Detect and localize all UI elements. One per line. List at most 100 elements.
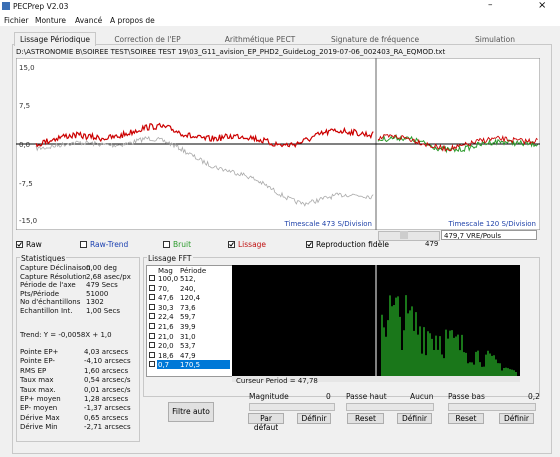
row-checkbox[interactable] <box>149 332 155 339</box>
close-button[interactable]: × <box>538 0 547 11</box>
scroll-value: 479 <box>425 240 439 248</box>
checkbox-label: Raw <box>26 240 42 249</box>
mag: 18,6 <box>158 351 174 360</box>
period: 31,0 <box>180 332 196 341</box>
y-label: -7,5 <box>19 180 33 188</box>
stat-label: Dérive Min <box>20 423 58 432</box>
y-label: -15,0 <box>19 217 37 225</box>
selected-row[interactable] <box>157 360 230 370</box>
checkbox[interactable] <box>16 241 23 248</box>
mag: 0,7 <box>158 361 170 370</box>
value: 0,2 <box>528 392 540 401</box>
menu-item[interactable]: A propos de <box>110 16 155 25</box>
row-checkbox[interactable] <box>149 284 155 291</box>
mag: 21,0 <box>158 332 174 341</box>
timescale-label: Timescale 473 S/Division <box>283 220 372 228</box>
row-checkbox[interactable] <box>149 361 155 368</box>
mag: 100,0 <box>158 275 179 283</box>
menu-bar <box>0 13 560 26</box>
period: 120,4 <box>180 294 201 303</box>
period: 39,9 <box>180 323 196 331</box>
slider[interactable] <box>448 403 536 411</box>
row-checkbox[interactable] <box>149 323 155 329</box>
guide-plot: 15,0 7,5 0,0 -7,5 -15,0 Timescale 473 S/… <box>16 58 540 230</box>
set-button[interactable]: Définir <box>297 413 331 424</box>
trend: Trend: Y = -0,0058X + 1,0 <box>20 331 112 339</box>
default-button[interactable]: Par défaut <box>248 413 284 432</box>
stat-value: 479 Secs <box>86 281 118 290</box>
menu-item[interactable]: Avancé <box>75 16 103 25</box>
row-checkbox[interactable] <box>149 313 155 320</box>
scroll-thumb[interactable] <box>400 231 408 239</box>
y-label: 15,0 <box>19 64 35 72</box>
checkbox-label: Bruit <box>173 240 192 249</box>
stat-label: EP- moyen <box>20 404 58 413</box>
tab[interactable]: Correction de l'EP <box>114 35 181 44</box>
stat-value: 0,65 arcsecs <box>84 413 129 422</box>
label: Passe bas <box>448 392 485 401</box>
tab[interactable]: Signature de fréquence <box>330 35 420 44</box>
stats-group <box>16 257 140 442</box>
stat-label: Dérive Max <box>20 413 60 422</box>
checkbox[interactable] <box>80 241 87 248</box>
smooth-curve <box>377 134 538 152</box>
stat-label: Taux max. <box>20 385 56 394</box>
checkbox-label: Lissage <box>238 240 267 249</box>
minimize-button[interactable]: – <box>488 0 493 10</box>
stat-value: -1,37 arcsecs <box>84 404 131 413</box>
label: Passe haut <box>346 392 387 401</box>
stat-value: 0,01 arcsec/s <box>84 385 131 394</box>
auto-filter-button[interactable]: Filtre auto <box>168 402 214 422</box>
row-checkbox[interactable] <box>149 303 155 310</box>
scrollbar[interactable] <box>232 376 520 382</box>
cursor-period: Curseur Period = 47,78 <box>236 377 318 385</box>
value: Aucun <box>410 392 434 401</box>
menu-item[interactable]: Monture <box>35 16 67 25</box>
checkbox[interactable] <box>163 241 170 248</box>
reset-button[interactable]: Reset <box>347 413 384 424</box>
app-icon <box>2 2 10 10</box>
checkbox[interactable] <box>228 241 235 248</box>
menu-item[interactable]: Fichier <box>4 16 29 25</box>
dropdown[interactable]: 479,7 VRE/Pouls <box>441 230 537 240</box>
value: 0 <box>326 392 331 401</box>
period: 512, <box>180 275 196 283</box>
smooth-curve <box>35 122 374 148</box>
stat-label: Pointe EP+ <box>20 348 59 356</box>
row-checkbox[interactable] <box>149 275 155 281</box>
window-title: PECPrep V2.03 <box>13 2 69 11</box>
checkbox[interactable] <box>306 241 313 248</box>
set-button[interactable]: Définir <box>499 413 534 424</box>
y-label: 0,0 <box>19 141 30 149</box>
reset-button[interactable]: Reset <box>448 413 484 424</box>
mag: 47,6 <box>158 294 174 303</box>
fft-group <box>143 257 540 397</box>
row-checkbox[interactable] <box>149 294 155 301</box>
tab[interactable]: Arithmétique PECT <box>224 35 296 44</box>
timescale-label: Timescale 120 S/Division <box>447 220 536 228</box>
stat-value: 2,68 asec/px <box>86 272 131 281</box>
checkbox-label: Raw-Trend <box>90 240 129 249</box>
row-checkbox[interactable] <box>149 351 155 358</box>
stat-value: 1,00 Secs <box>86 307 121 315</box>
stat-label: No d'échantillons <box>20 298 81 307</box>
stat-value: 4,03 arcsecs <box>84 348 129 356</box>
stat-label: Taux max <box>20 376 54 385</box>
stat-label: Echantillon Int. <box>20 307 73 315</box>
period: 73,6 <box>180 303 196 312</box>
stat-label: Période de l'axe <box>20 281 76 290</box>
period: 47,9 <box>180 351 196 360</box>
stat-label: Capture Résolution <box>20 272 87 281</box>
slider[interactable] <box>249 403 335 411</box>
tab[interactable]: Simulation <box>475 35 515 44</box>
mag: 22,4 <box>158 313 174 322</box>
scrollbar[interactable] <box>378 231 440 241</box>
mag: 20,0 <box>158 342 174 351</box>
period: 59,7 <box>180 313 196 322</box>
tab-active[interactable]: Lissage Périodique <box>14 32 96 46</box>
set-button[interactable]: Définir <box>397 413 432 424</box>
group-title: Statistiques <box>20 254 67 263</box>
slider[interactable] <box>346 403 434 411</box>
row-checkbox[interactable] <box>149 342 155 349</box>
